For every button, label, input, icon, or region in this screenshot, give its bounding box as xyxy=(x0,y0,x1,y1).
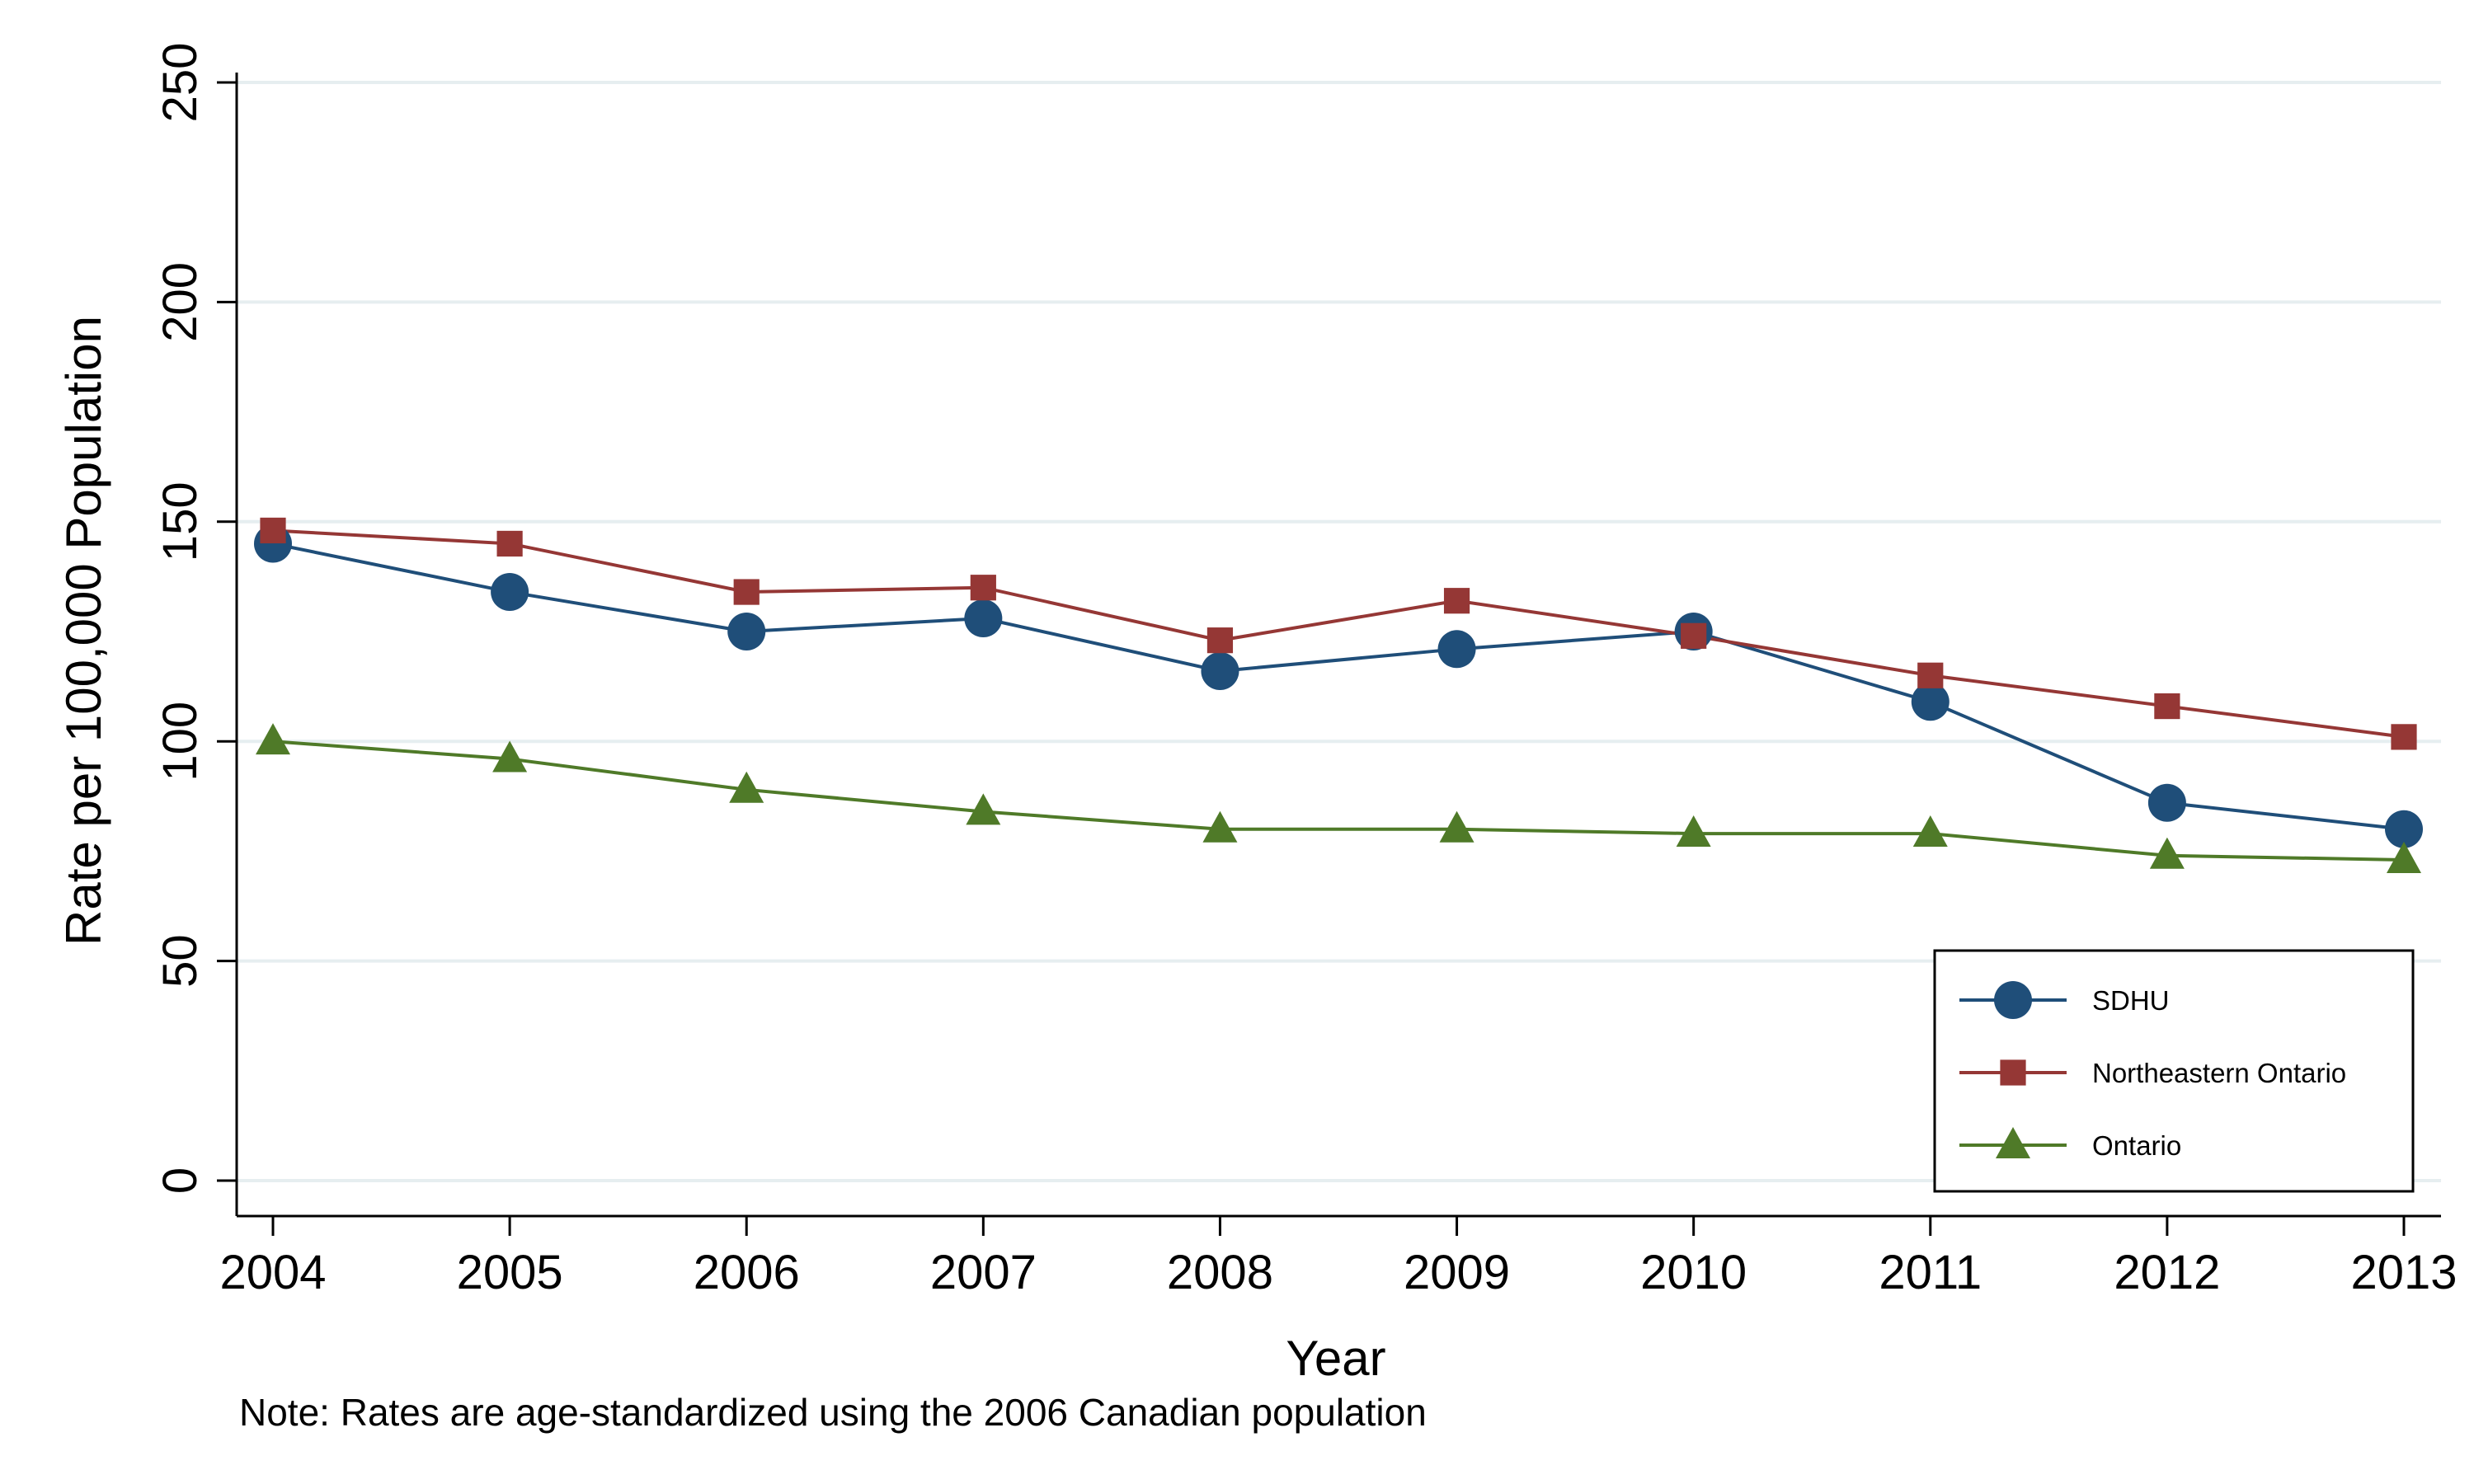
y-tick-label: 0 xyxy=(153,1167,207,1194)
data-point-square xyxy=(260,517,286,544)
data-point-square xyxy=(970,575,996,601)
legend-item: SDHU xyxy=(1959,981,2170,1019)
x-tick-label: 2004 xyxy=(219,1246,326,1299)
data-point-circle xyxy=(1437,630,1476,669)
x-tick-label: 2009 xyxy=(1404,1246,1510,1299)
series-ontario xyxy=(272,740,2405,862)
x-tick-label: 2010 xyxy=(1640,1246,1747,1299)
x-tick-label: 2005 xyxy=(457,1246,563,1299)
data-point-circle xyxy=(1201,651,1239,690)
legend-item: Ontario xyxy=(1959,1126,2181,1161)
x-tick-label: 2011 xyxy=(1879,1246,1982,1299)
data-point-circle xyxy=(2385,810,2423,848)
series-line xyxy=(272,542,2405,831)
y-tick-label: 200 xyxy=(153,262,207,342)
data-point-circle xyxy=(491,573,529,612)
legend: SDHU Northeastern Ontario Ontario xyxy=(1933,949,2415,1193)
y-tick-label: 250 xyxy=(153,43,207,123)
data-point-triangle xyxy=(966,793,1001,825)
data-point-triangle xyxy=(1996,1126,2030,1158)
data-point-circle xyxy=(1994,981,2032,1019)
series-line xyxy=(272,740,2405,862)
x-tick-label: 2008 xyxy=(1167,1246,1273,1299)
data-point-square xyxy=(2391,724,2417,750)
series-markers-ontario xyxy=(256,723,2421,874)
x-tick-label: 2012 xyxy=(2114,1246,2220,1299)
legend-label: Ontario xyxy=(2092,1130,2181,1161)
legend-label: SDHU xyxy=(2092,985,2170,1016)
series-lines xyxy=(254,517,2423,874)
data-point-square xyxy=(1206,627,1234,654)
data-point-triangle xyxy=(1676,815,1711,848)
legend-item: Northeastern Ontario xyxy=(1959,1058,2346,1088)
data-point-triangle xyxy=(1439,810,1475,843)
data-point-circle xyxy=(1911,683,1950,721)
data-point-square xyxy=(733,579,760,605)
data-point-triangle xyxy=(2387,842,2421,874)
x-tick-label: 2007 xyxy=(930,1246,1037,1299)
y-tick-label: 100 xyxy=(153,702,207,782)
x-tick-label: 2006 xyxy=(694,1246,800,1299)
data-point-square xyxy=(1443,588,1470,614)
legend-label: Northeastern Ontario xyxy=(2092,1058,2346,1088)
data-point-triangle xyxy=(1912,815,1948,848)
data-point-triangle xyxy=(256,723,290,755)
data-point-circle xyxy=(2147,783,2186,822)
series-sdhu xyxy=(272,542,2405,831)
data-point-triangle xyxy=(2149,837,2185,869)
series-markers-sdhu xyxy=(254,524,2423,848)
data-point-square xyxy=(2000,1059,2026,1086)
data-point-square xyxy=(1917,662,1944,688)
series-markers-northeastern-ontario xyxy=(260,517,2417,750)
data-point-square xyxy=(496,530,523,557)
chart-note: Note: Rates are age-standardized using t… xyxy=(239,1391,1427,1434)
y-tick-label: 150 xyxy=(153,481,207,561)
data-point-square xyxy=(1681,622,1707,649)
data-point-square xyxy=(2154,693,2180,720)
data-point-circle xyxy=(964,599,1003,638)
data-point-triangle xyxy=(1202,810,1238,843)
series-northeastern-ontario xyxy=(272,528,2405,739)
y-axis-title: Rate per 100,000 Population xyxy=(56,316,111,946)
x-tick-label: 2013 xyxy=(2350,1246,2457,1299)
data-point-triangle xyxy=(492,740,528,773)
axes: 0 50 100 150 200 250 2004 2005 2006 2007 2008 2009 2… xyxy=(153,43,2458,1299)
series-line xyxy=(272,528,2405,739)
data-point-circle xyxy=(727,613,766,650)
y-tick-label: 50 xyxy=(153,934,207,988)
x-axis-title: Year xyxy=(1286,1331,1385,1386)
data-point-triangle xyxy=(729,771,764,803)
